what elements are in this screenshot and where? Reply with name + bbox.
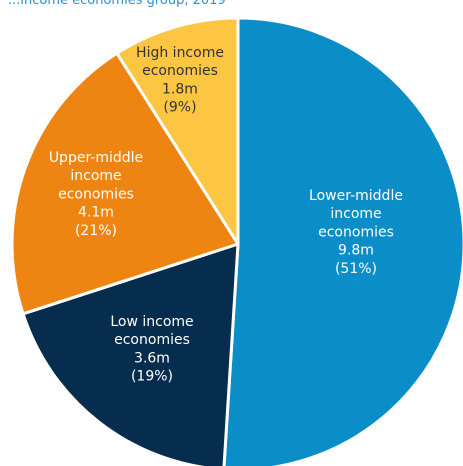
chart-title: ...income economies group, 2019 [8, 0, 226, 8]
slice-label-line: economies [58, 186, 134, 202]
pie-slice-3 [115, 16, 240, 246]
slice-label-line: (21%) [75, 223, 117, 239]
slice-label-line: (9%) [163, 100, 196, 116]
slice-label-0: Lower-middle income economies 9.8m (51%) [309, 188, 403, 277]
slice-label-line: 9.8m [338, 243, 374, 259]
slice-label-line: income [70, 168, 121, 184]
slice-label-line: economies [142, 63, 218, 79]
slice-label-line: (51%) [335, 261, 377, 277]
slice-label-3: High income economies 1.8m (9%) [136, 45, 224, 116]
pie-labels: Lower-middle income economies 9.8m (51%) Low … [49, 45, 403, 385]
slice-label-line: Low income [110, 314, 193, 330]
slice-label-line: income [330, 206, 381, 222]
slice-label-1: Low income economies 3.6m (19%) [110, 314, 193, 385]
slice-label-line: Lower-middle [309, 188, 403, 204]
slice-label-line: 1.8m [162, 81, 198, 97]
slice-label-line: (19%) [131, 369, 173, 385]
slice-label-line: economies [114, 332, 190, 348]
pie-slices [10, 16, 463, 466]
slice-label-line: High income [136, 45, 224, 61]
slice-label-line: 4.1m [78, 205, 114, 221]
slice-label-line: 3.6m [134, 350, 170, 366]
slice-label-2: Upper-middle income economies 4.1m (21%) [49, 150, 143, 239]
slice-label-line: economies [318, 224, 394, 240]
pie-slice-0 [222, 16, 463, 466]
pie-slice-2 [10, 51, 240, 316]
slice-label-line: Upper-middle [49, 150, 143, 166]
